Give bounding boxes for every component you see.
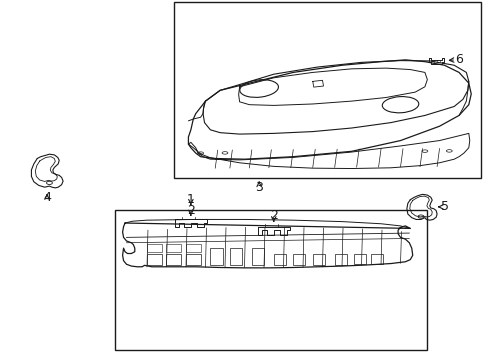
Bar (173, 3, 480, 178)
Bar (115, 211, 427, 350)
Bar (185, 244, 200, 252)
Bar (312, 253, 325, 265)
Text: 4: 4 (43, 192, 51, 204)
Bar (293, 253, 305, 265)
Bar (210, 248, 222, 265)
Bar (229, 248, 242, 265)
Bar (147, 253, 161, 265)
Bar (185, 253, 200, 265)
Bar (273, 253, 285, 265)
Bar (251, 248, 264, 265)
Bar (353, 253, 366, 264)
Text: 6: 6 (454, 53, 462, 66)
Text: 1: 1 (186, 193, 194, 206)
Bar (334, 253, 346, 265)
Text: 2: 2 (269, 210, 277, 222)
Bar (166, 253, 181, 265)
Text: 5: 5 (441, 201, 448, 213)
Bar (370, 253, 383, 264)
Text: 3: 3 (255, 181, 263, 194)
Bar (166, 244, 181, 252)
Bar (147, 244, 161, 252)
Text: 2: 2 (186, 204, 194, 217)
